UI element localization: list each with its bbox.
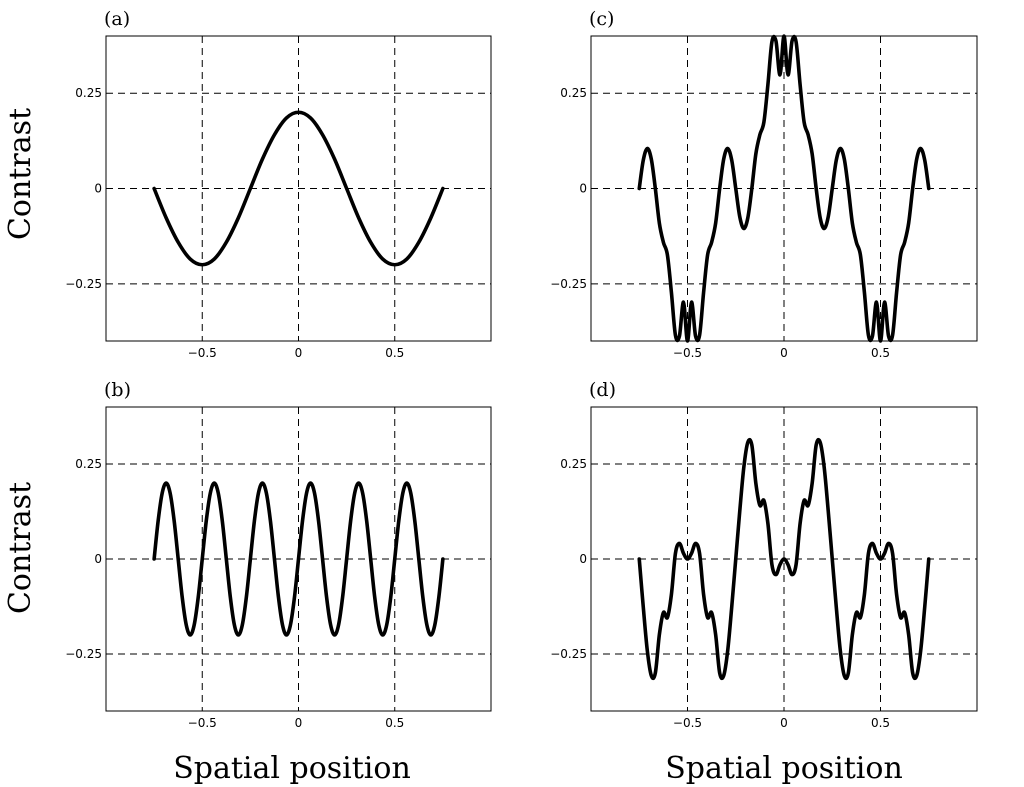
xlabel-left: Spatial position <box>173 751 411 786</box>
ylabel-bottom: Contrast <box>3 482 38 614</box>
panel-label: (a) <box>104 8 130 30</box>
plot-frame <box>590 406 978 712</box>
ytick-label: −0.25 <box>550 647 587 661</box>
panel-label: (c) <box>589 8 614 30</box>
ytick-label: −0.25 <box>550 277 587 291</box>
xtick-label: 0.5 <box>871 716 890 730</box>
panel-d: −0.5 0 0.5 0.25 0 −0.25 (d) <box>550 379 978 730</box>
xtick-label: 0 <box>295 346 303 360</box>
xtick-label: −0.5 <box>673 346 702 360</box>
series-line-0 <box>152 481 445 637</box>
ytick-label: −0.25 <box>65 277 102 291</box>
ytick-label: 0.25 <box>75 86 102 100</box>
panel-a: −0.5 0 0.5 0.25 0 −0.25 (a) <box>65 8 492 360</box>
series-line-0 <box>637 437 931 681</box>
panel-label: (d) <box>589 379 616 401</box>
xtick-label: 0.5 <box>871 346 890 360</box>
panel-b: −0.5 0 0.5 0.25 0 −0.25 (b) <box>65 379 492 730</box>
xtick-label: 0 <box>780 716 788 730</box>
ylabel-top: Contrast <box>3 108 38 240</box>
xtick-label: 0.5 <box>385 716 404 730</box>
xtick-label: 0 <box>295 716 303 730</box>
ytick-label: 0 <box>579 552 587 566</box>
xtick-label: 0.5 <box>385 346 404 360</box>
xtick-label: −0.5 <box>188 716 217 730</box>
xlabel-right: Spatial position <box>665 751 903 786</box>
xtick-label: −0.5 <box>673 716 702 730</box>
ytick-label: 0 <box>579 182 587 196</box>
ytick-label: 0.25 <box>560 86 587 100</box>
xtick-label: 0 <box>780 346 788 360</box>
ytick-label: 0.25 <box>560 457 587 471</box>
ytick-label: −0.25 <box>65 647 102 661</box>
plot-frame <box>105 35 492 342</box>
ytick-label: 0.25 <box>75 457 102 471</box>
series-line-0 <box>152 110 445 267</box>
ytick-label: 0 <box>94 552 102 566</box>
xtick-label: −0.5 <box>188 346 217 360</box>
panels: −0.5 0 0.5 0.25 0 −0.25 (a) −0.5 0 0.5 0.25 0 −0.25 (… <box>65 8 978 730</box>
panel-c: −0.5 0 0.5 0.25 0 −0.25 (c) <box>550 8 978 360</box>
plot-frame <box>105 406 492 712</box>
panel-label: (b) <box>104 379 131 401</box>
ytick-label: 0 <box>94 182 102 196</box>
series-line-0 <box>637 34 931 343</box>
